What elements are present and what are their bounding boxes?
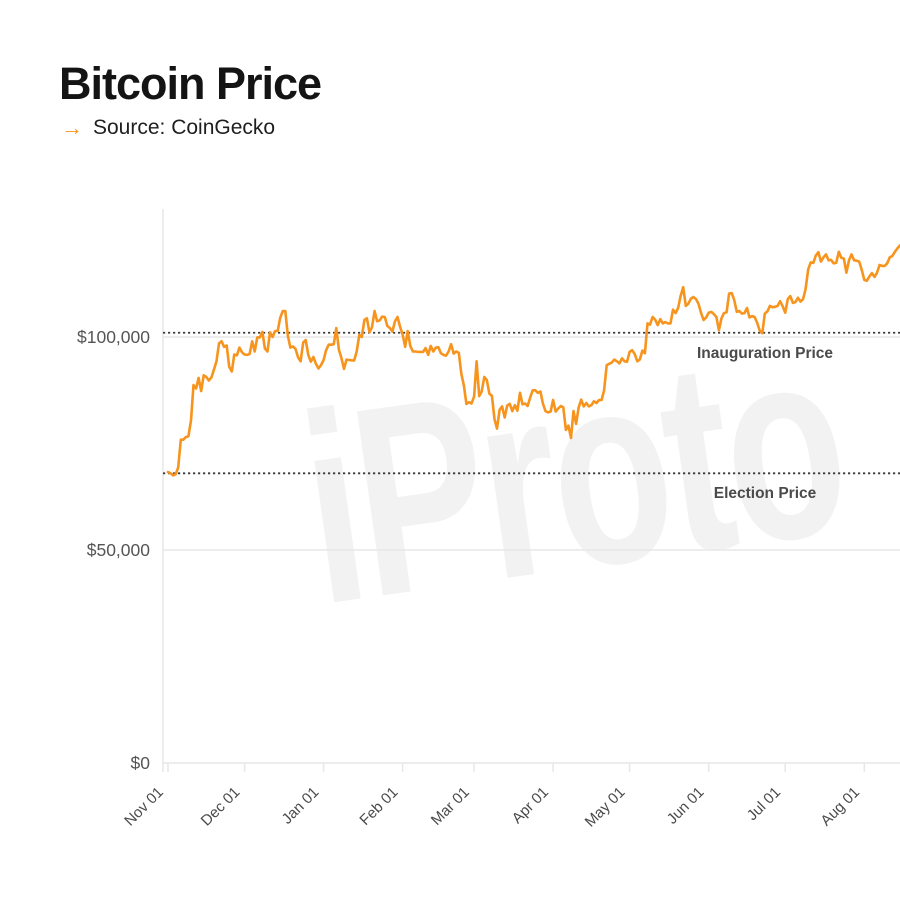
election-price-label: Election Price xyxy=(713,485,817,503)
bitcoin-price-line xyxy=(166,244,900,477)
y-axis-label: $50,000 xyxy=(87,540,151,560)
x-axis-label: Apr 01 xyxy=(509,784,552,827)
x-axis-label: Feb 01 xyxy=(356,784,401,829)
source-label: Source: CoinGecko xyxy=(93,116,276,139)
inauguration-price-label: Inauguration Price xyxy=(696,344,834,362)
x-axis-label: Mar 01 xyxy=(428,784,473,829)
y-axis-label: $100,000 xyxy=(77,327,150,347)
x-axis-label: Jun 01 xyxy=(664,784,708,828)
source-line: → Source: CoinGecko xyxy=(61,116,275,140)
x-axis-label: Dec 01 xyxy=(198,784,244,830)
y-axis-label: $0 xyxy=(131,753,151,773)
page-title: Bitcoin Price xyxy=(59,58,322,109)
arrow-right-icon: → xyxy=(61,115,83,140)
x-axis-label: Nov 01 xyxy=(121,784,167,830)
x-axis-label: Aug 01 xyxy=(817,784,863,830)
x-axis-label: May 01 xyxy=(582,784,629,831)
x-axis-label: Jan 01 xyxy=(279,784,323,828)
x-axis-label: Jul 01 xyxy=(744,784,784,824)
